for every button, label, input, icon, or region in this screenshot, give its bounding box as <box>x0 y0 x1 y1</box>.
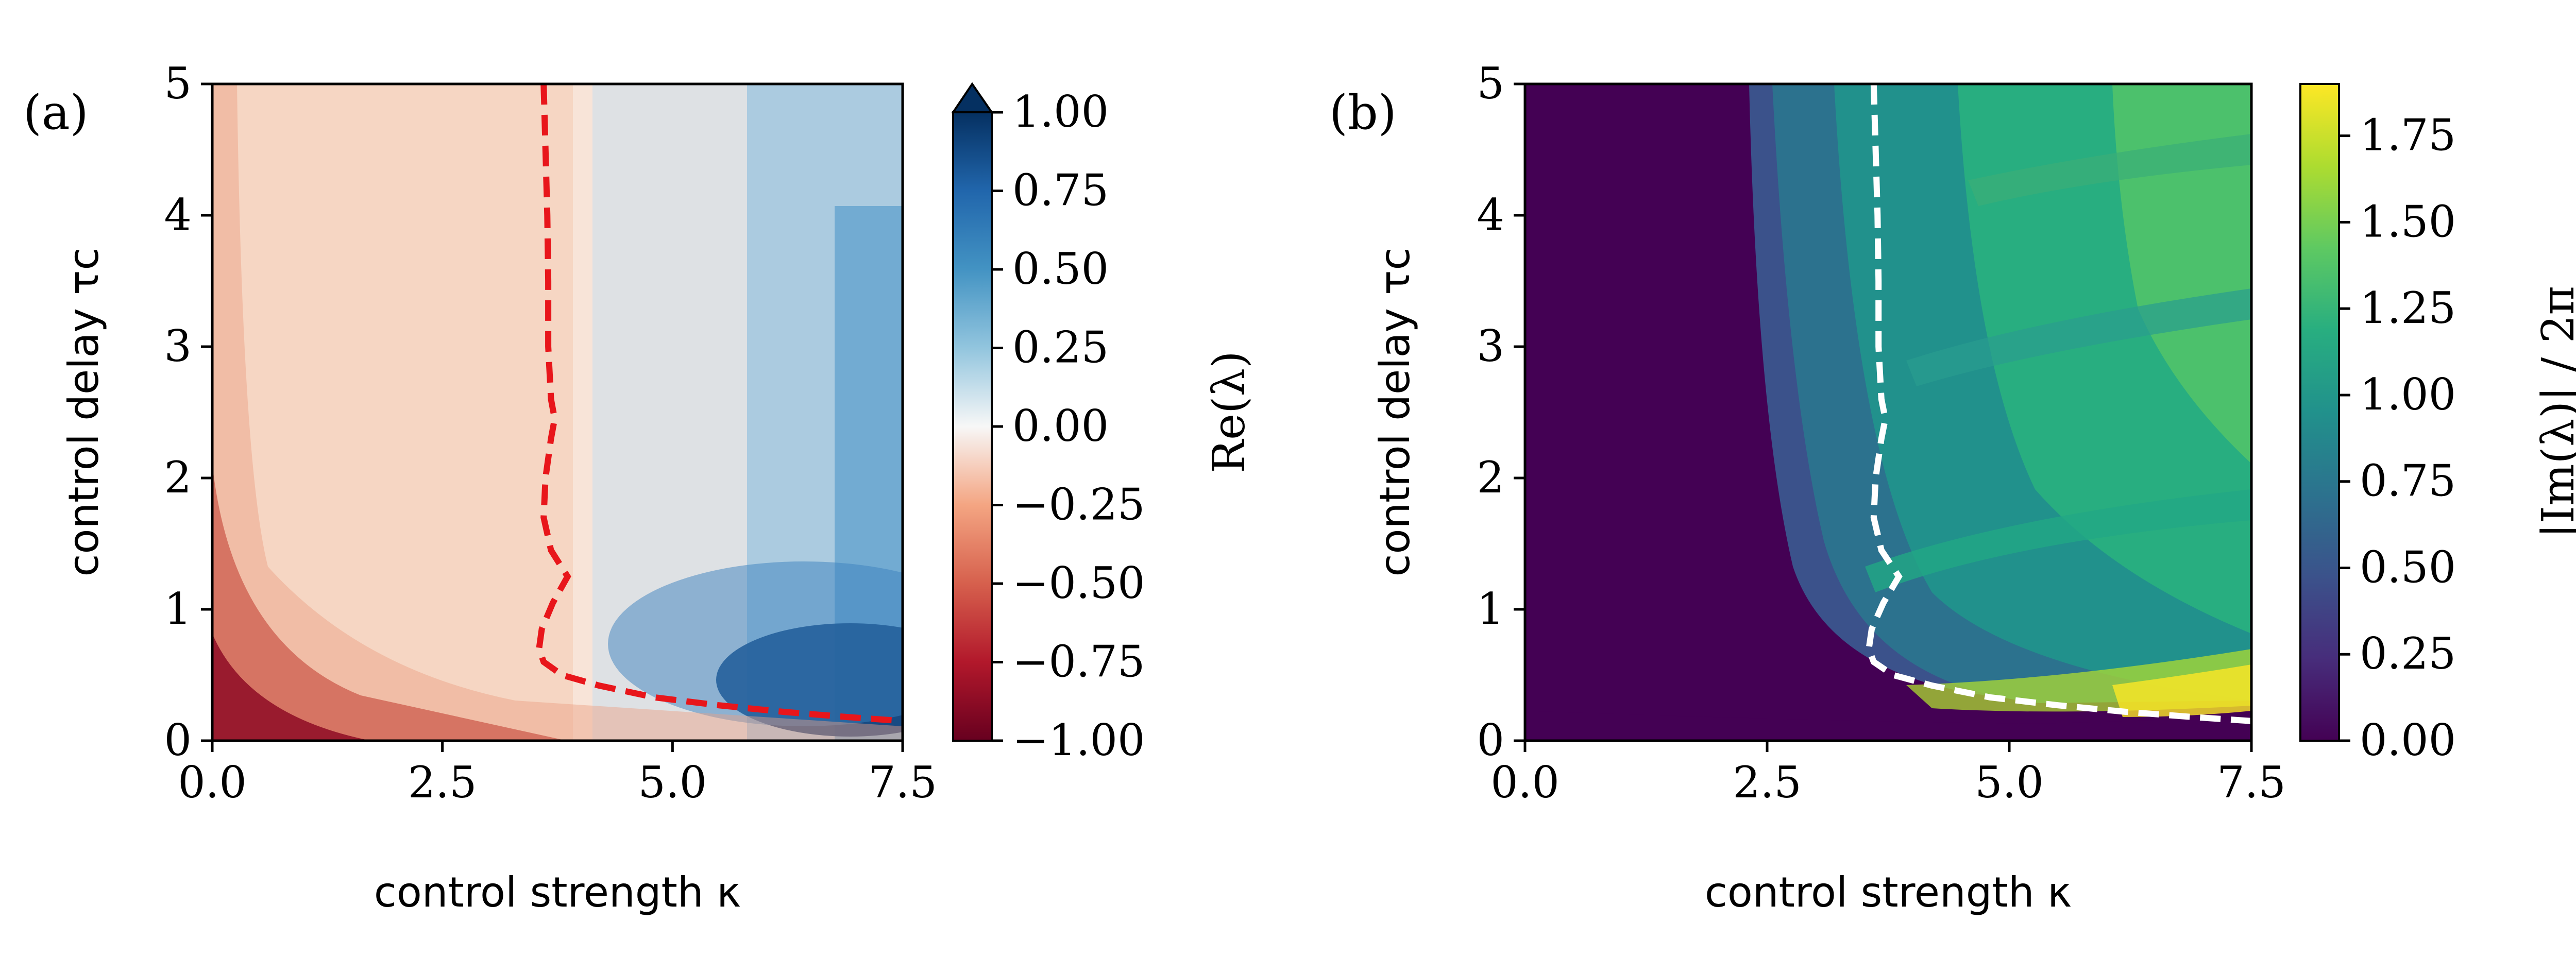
heatmap-b-dark-floor <box>1525 711 2251 741</box>
y-tick-label: 0 <box>1477 715 1504 765</box>
panel-b: (b) 0.0 2.5 5.0 7.5 0 1 2 3 4 5 control strength… <box>1329 58 2576 916</box>
heatmap-b <box>1525 84 2251 741</box>
colorbar-b <box>2299 83 2340 742</box>
y-tick-label: 2 <box>164 452 192 503</box>
colorbar-tick-label: 0.25 <box>1012 322 1109 373</box>
panel-label-b: (b) <box>1329 85 1397 140</box>
heatmap-a-red-corner <box>212 464 567 741</box>
x-tick-label: 0.0 <box>1490 757 1560 808</box>
panel-a: (a) 0.0 2.5 5.0 7.5 0 1 2 3 4 5 control strength… <box>23 58 1255 916</box>
heatmap-b-stripe-1 <box>1865 489 2251 592</box>
colorbar-tick-label: −0.25 <box>1012 480 1145 530</box>
x-tick-label: 2.5 <box>1733 757 1802 808</box>
x-tick-label: 2.5 <box>408 757 477 808</box>
x-tick-label: 0.0 <box>178 757 247 808</box>
y-tick-label: 4 <box>164 190 192 240</box>
colorbar-tick-label: 0.75 <box>1012 165 1109 216</box>
x-tick-label: 5.0 <box>638 757 707 808</box>
y-tick-label: 0 <box>164 715 192 765</box>
heatmap-b-stripe-3 <box>1968 134 2251 206</box>
contour-line-b <box>1866 84 2251 724</box>
colorbar-tick-label: 1.00 <box>1012 87 1109 137</box>
y-tick-label: 5 <box>1477 58 1504 109</box>
y-tick-label: 4 <box>1477 190 1504 240</box>
colorbar-tick-label: 0.25 <box>2360 628 2456 679</box>
y-axis-label-a: control delay τc <box>60 248 108 577</box>
colorbar-tick-label: 0.50 <box>2360 542 2456 592</box>
x-tick-label: 5.0 <box>1975 757 2044 808</box>
panel-label-a: (a) <box>23 85 89 140</box>
x-axis-label-a: control strength κ <box>374 868 741 916</box>
x-ticks-b: 0.0 2.5 5.0 7.5 <box>1490 741 2286 808</box>
colorbar-tick-label: 0.50 <box>1012 244 1109 294</box>
heatmap-b-yellow-tip <box>2112 664 2251 717</box>
colorbar-a-extend-arrow <box>951 82 994 113</box>
colorbar-label-a: Re(λ) <box>1204 351 1255 473</box>
x-tick-label: 7.5 <box>868 757 937 808</box>
x-ticks-a: 0.0 2.5 5.0 7.5 <box>178 741 937 808</box>
colorbar-tick-label: 0.75 <box>2360 456 2456 506</box>
y-axis-label-b: control delay τc <box>1371 248 1419 577</box>
colorbar-tick-label: 0.00 <box>2360 715 2456 765</box>
y-tick-label: 3 <box>164 321 192 371</box>
axes-frame-b <box>1523 82 2253 742</box>
x-tick-label: 7.5 <box>2217 757 2286 808</box>
heatmap-a-blue-halo <box>608 561 903 726</box>
heatmap-a-dark-red-corner <box>212 634 371 741</box>
colorbar-tick-label: 1.25 <box>2360 283 2456 333</box>
heatmap-b-band-5 <box>2112 84 2251 464</box>
colorbar-label-b: |Im(λ)| / 2π <box>2533 286 2576 538</box>
colorbar-ticks-b: 0.00 0.25 0.50 0.75 1.00 1.25 1.50 1.75 <box>2339 110 2456 765</box>
colorbar-tick-label: −1.00 <box>1012 715 1145 765</box>
y-tick-label: 2 <box>1477 452 1504 503</box>
y-ticks-a: 0 1 2 3 4 5 <box>164 58 212 765</box>
y-ticks-b: 0 1 2 3 4 5 <box>1477 58 1525 765</box>
colorbar-tick-label: 1.75 <box>2360 110 2456 161</box>
colorbar-tick-label: 0.00 <box>1012 401 1109 451</box>
colorbar-tick-label: −0.75 <box>1012 637 1145 687</box>
axes-frame-a <box>211 82 904 742</box>
colorbar-ticks-a: −1.00 −0.75 −0.50 −0.25 0.00 0.25 0.50 0.75 1.00 <box>992 87 1145 765</box>
y-tick-label: 1 <box>1477 584 1504 634</box>
y-tick-label: 3 <box>1477 321 1504 371</box>
colorbar-a <box>952 111 993 742</box>
x-axis-label-b: control strength κ <box>1705 868 2072 916</box>
heatmap-b-stripe-2 <box>1906 288 2251 386</box>
colorbar-tick-label: 1.50 <box>2360 196 2456 247</box>
colorbar-tick-label: 1.00 <box>2360 369 2456 420</box>
contour-line-a <box>536 84 903 724</box>
heatmap-a <box>212 84 903 741</box>
y-tick-label: 5 <box>164 58 192 109</box>
y-tick-label: 1 <box>164 584 192 634</box>
colorbar-tick-label: −0.50 <box>1012 558 1145 608</box>
